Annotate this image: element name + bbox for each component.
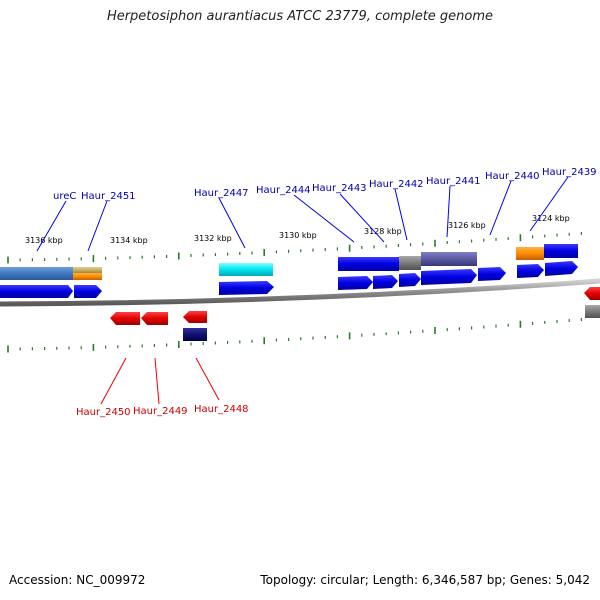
genome-summary-text: Topology: circular; Length: 6,346,587 bp… [260,573,590,587]
gene-arrow-forward[interactable] [0,285,73,298]
upper-scale-ticks [7,231,583,264]
feature-haur-2440[interactable] [516,247,544,260]
leader-line [394,188,408,241]
gene-arrow-forward[interactable] [74,285,102,298]
leader-line [529,176,569,232]
gene-label[interactable]: Haur_2442 [369,179,424,190]
gene-label[interactable]: Haur_2451 [81,191,136,202]
reverse-gene-arrows [110,287,600,341]
gene-arrow-forward[interactable] [338,276,373,290]
leader-line [36,200,67,252]
leader-line [195,357,220,401]
gene-arrow-reverse[interactable] [141,312,168,325]
forward-gene-labels: ureC Haur_2451 Haur_2447 Haur_2444 Haur_… [53,167,597,202]
feature-row-upper [0,244,578,280]
lower-scale-ticks [7,318,583,353]
leader-line [154,357,160,405]
reverse-leader-lines [100,357,220,405]
gene-label[interactable]: Haur_2447 [194,188,249,199]
reverse-gene-labels: Haur_2450 Haur_2449 Haur_2448 [76,404,249,418]
feature-haur-2448[interactable] [183,328,207,341]
feature-ureC[interactable] [0,267,73,280]
gene-label[interactable]: Haur_2443 [312,183,367,194]
leader-line [339,193,385,243]
feature-haur-2441[interactable] [421,252,477,266]
scale-label: 3126 kbp [448,221,486,230]
gene-label[interactable]: Haur_2440 [485,171,540,182]
gene-arrow-forward[interactable] [421,269,477,285]
gene-arrow-forward[interactable] [399,273,421,287]
forward-leader-lines [36,176,569,252]
feature-haur-2451-top[interactable] [73,267,102,273]
gene-arrow-forward[interactable] [219,281,274,295]
gene-arrow-forward[interactable] [478,267,506,281]
gene-label[interactable]: Haur_2450 [76,407,131,418]
gene-arrow-reverse[interactable] [183,311,207,323]
scale-labels: 3136 kbp 3134 kbp 3132 kbp 3130 kbp 3128… [25,214,570,245]
scale-label: 3132 kbp [194,234,232,243]
gene-label[interactable]: Haur_2449 [133,406,188,417]
feature-haur-2442[interactable] [399,256,421,270]
forward-gene-arrows [0,261,578,298]
gene-label[interactable]: Haur_2448 [194,404,249,415]
scale-label: 3130 kbp [279,231,317,240]
leader-line [218,197,246,249]
feature-haur-2439[interactable] [544,244,578,258]
gene-label[interactable]: Haur_2444 [256,185,311,196]
leader-line [446,185,451,238]
feature-grey-edge[interactable] [585,305,600,318]
gene-arrow-reverse[interactable] [110,312,140,325]
gene-arrow-reverse[interactable] [584,287,600,300]
accession-text: Accession: NC_009972 [9,573,146,587]
leader-line [100,357,127,405]
leader-line [293,194,355,243]
gene-label[interactable]: ureC [53,191,76,202]
scale-label: 3134 kbp [110,236,148,245]
gene-label[interactable]: Haur_2439 [542,167,597,178]
gene-arrow-forward[interactable] [517,264,544,278]
feature-haur-2444[interactable] [338,257,399,271]
feature-haur-2447[interactable] [219,263,273,276]
feature-haur-2451-bottom[interactable] [73,273,102,280]
map-title: Herpetosiphon aurantiacus ATCC 23779, co… [106,9,494,24]
leader-line [87,200,108,252]
gene-label[interactable]: Haur_2441 [426,176,481,187]
genome-backbone [0,278,600,307]
scale-label: 3128 kbp [364,227,402,236]
gene-arrow-forward[interactable] [373,275,398,289]
leader-line [489,180,512,236]
gene-arrow-forward[interactable] [545,261,578,276]
scale-label: 3124 kbp [532,214,570,223]
scale-label: 3136 kbp [25,236,63,245]
